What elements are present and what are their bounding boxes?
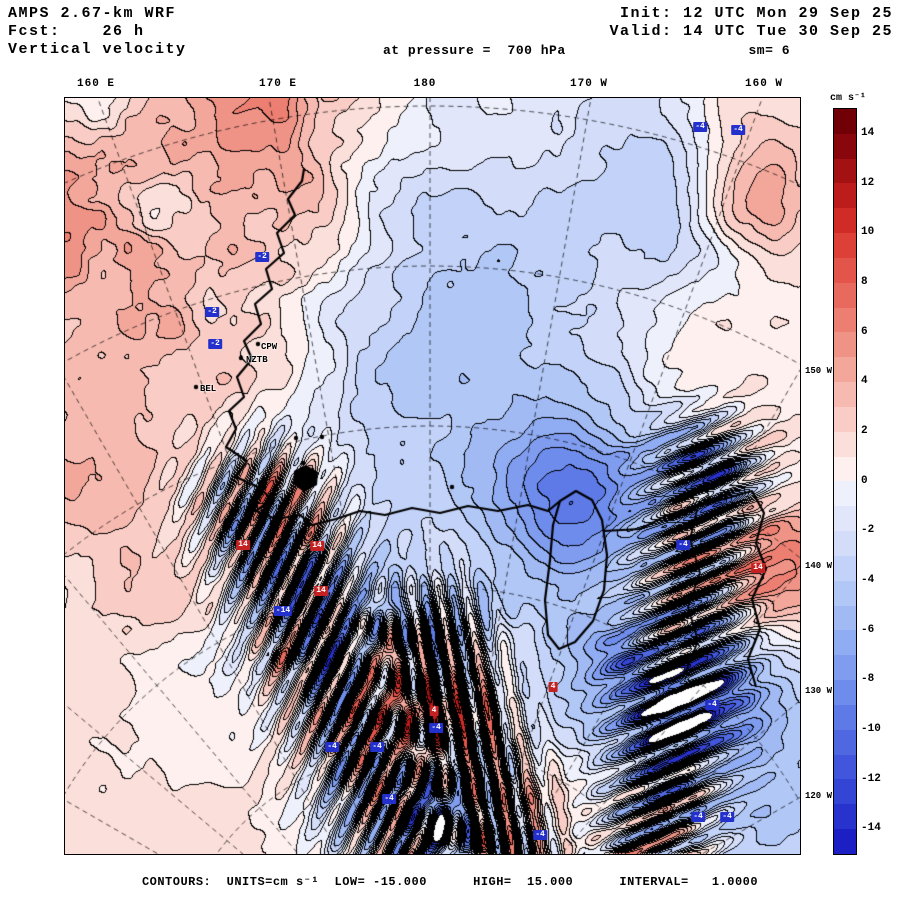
- colorbar-tick: -14: [861, 822, 881, 835]
- lon-label-right: 140 W: [805, 561, 833, 571]
- colorbar-cell: [834, 208, 856, 234]
- colorbar-tick: 0: [861, 474, 868, 487]
- station-label-nztb: NZTB: [246, 355, 268, 365]
- extreme-value-label: -2: [208, 339, 222, 349]
- lon-label: 180: [413, 78, 437, 90]
- colorbar-cell: [834, 754, 856, 780]
- model-title: AMPS 2.67-km WRF: [8, 5, 177, 22]
- valid-time: Valid: 14 UTC Tue 30 Sep 25: [609, 23, 893, 40]
- station-label-bel: BEL: [200, 384, 217, 394]
- extreme-value-label: -4: [693, 122, 707, 132]
- extreme-value-label: -4: [720, 812, 734, 822]
- colorbar-cell: [834, 605, 856, 631]
- colorbar-cell: [834, 332, 856, 358]
- colorbar-cell: [834, 804, 856, 830]
- colorbar-tick: -2: [861, 524, 875, 537]
- colorbar-cell: [834, 680, 856, 705]
- colorbar-tick: 2: [861, 424, 868, 437]
- colorbar-cell: [834, 158, 856, 184]
- colorbar-cell: [834, 307, 856, 333]
- colorbar-tick: 8: [861, 275, 868, 288]
- colorbar-tick: 10: [861, 226, 875, 239]
- colorbar-cell: [834, 655, 856, 681]
- contours-caption: CONTOURS: UNITS=cm s⁻¹ LOW= -15.000 HIGH…: [141, 875, 759, 889]
- colorbar-tick: -4: [861, 573, 875, 586]
- colorbar-cell: [834, 282, 856, 308]
- colorbar-cell: [834, 257, 856, 283]
- map-frame: [64, 97, 801, 855]
- colorbar-tick: -10: [861, 722, 881, 735]
- colorbar-cell: [834, 779, 856, 805]
- colorbar-tick: -12: [861, 772, 881, 785]
- colorbar-cell: [834, 729, 856, 755]
- colorbar-tick: 4: [861, 375, 868, 388]
- extreme-value-label: -14: [273, 606, 293, 616]
- colorbar-units: cm s⁻¹: [830, 93, 867, 104]
- colorbar-cell: [834, 555, 856, 581]
- extreme-value-label: 14: [751, 563, 765, 573]
- extreme-value-label: -4: [533, 830, 547, 840]
- extreme-value-label: -4: [325, 742, 339, 752]
- colorbar-cell: [834, 829, 856, 854]
- extreme-value-label: -4: [429, 723, 443, 733]
- colorbar-cell: [834, 133, 856, 159]
- extreme-value-label: -2: [205, 307, 219, 317]
- colorbar-tick: -6: [861, 623, 875, 636]
- lon-label: 170 W: [569, 78, 609, 90]
- colorbar-tick: 6: [861, 325, 868, 338]
- lon-label-right: 130 W: [805, 686, 833, 696]
- extreme-value-label: 14: [310, 541, 324, 551]
- extreme-value-label: -4: [731, 125, 745, 135]
- extreme-value-label: -4: [691, 812, 705, 822]
- init-time: Init: 12 UTC Mon 29 Sep 25: [619, 5, 893, 22]
- colorbar: [833, 108, 857, 855]
- vertical-velocity-field: [65, 98, 800, 854]
- colorbar-cell: [834, 233, 856, 258]
- colorbar-cell: [834, 431, 856, 457]
- colorbar-cell: [834, 630, 856, 656]
- colorbar-cell: [834, 456, 856, 482]
- colorbar-cell: [834, 531, 856, 556]
- field-name: Vertical velocity: [8, 41, 187, 58]
- lon-label: 160 E: [76, 78, 116, 90]
- extreme-value-label: -4: [705, 700, 719, 710]
- colorbar-cell: [834, 580, 856, 606]
- extreme-value-label: -4: [370, 742, 384, 752]
- colorbar-cell: [834, 406, 856, 432]
- smoothing-label: sm= 6: [748, 43, 790, 58]
- extreme-value-label: -2: [255, 252, 269, 262]
- extreme-value-label: -4: [676, 540, 690, 550]
- colorbar-cells: [834, 109, 856, 854]
- forecast-hour: Fcst: 26 h: [8, 23, 145, 40]
- colorbar-cell: [834, 183, 856, 209]
- extreme-value-label: 14: [236, 540, 250, 550]
- extreme-value-label: 4: [429, 706, 439, 716]
- extreme-value-label: 4: [548, 682, 558, 692]
- lon-label: 160 W: [744, 78, 784, 90]
- colorbar-tick: 12: [861, 176, 875, 189]
- pressure-level: at pressure = 700 hPa: [383, 43, 566, 58]
- lon-label: 170 E: [258, 78, 298, 90]
- station-label-cpw: CPW: [261, 342, 278, 352]
- colorbar-cell: [834, 704, 856, 730]
- lon-label-right: 150 W: [805, 366, 833, 376]
- colorbar-cell: [834, 109, 856, 134]
- colorbar-tick: -8: [861, 673, 875, 686]
- colorbar-cell: [834, 506, 856, 532]
- extreme-value-label: 14: [314, 586, 328, 596]
- lon-label-right: 120 W: [805, 791, 833, 801]
- colorbar-cell: [834, 481, 856, 507]
- extreme-value-label: -4: [382, 794, 396, 804]
- colorbar-tick: 14: [861, 126, 875, 139]
- colorbar-cell: [834, 357, 856, 383]
- colorbar-cell: [834, 382, 856, 407]
